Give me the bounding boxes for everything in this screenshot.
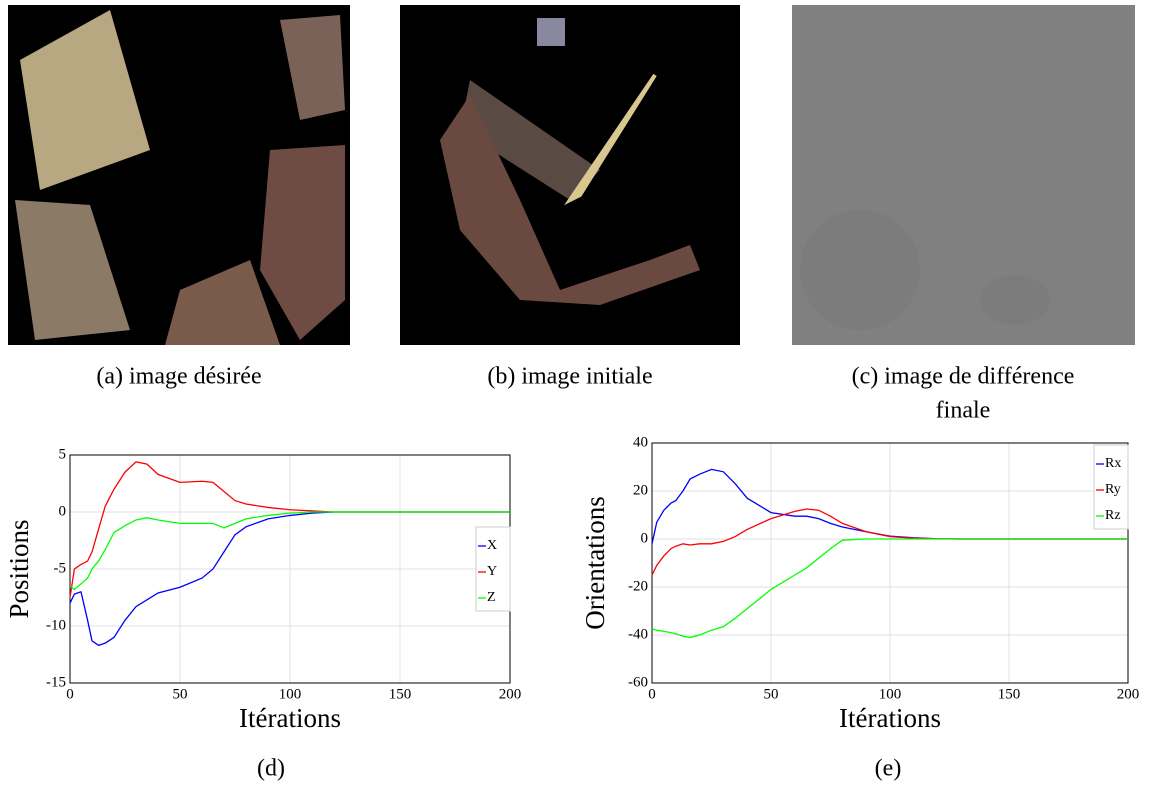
caption: (c) image de différence [852,364,1075,390]
caption: (e) [875,756,902,782]
line-series [69,511,510,591]
y-tick-label: 5 [59,446,67,462]
caption: (a) image désirée [96,364,261,390]
caption: (d) [257,756,285,782]
line-series [651,508,1128,576]
y-tick-label: 40 [633,434,648,450]
y-tick-label: 0 [641,530,649,546]
y-axis-label: Positions [4,519,34,618]
x-axis-label: Itérations [839,703,941,733]
legend-box [1093,444,1129,530]
y-tick-label: -40 [628,626,648,642]
legend-label: Rz [1105,508,1121,523]
x-tick-label: 100 [879,686,902,702]
x-tick-label: 0 [66,686,74,702]
image-c [792,5,1135,345]
y-axis-label: Orientations [580,496,610,629]
image-b [400,5,740,345]
legend-label: X [487,538,497,553]
x-tick-label: 0 [648,686,656,702]
x-tick-label: 150 [389,686,412,702]
line-series [69,511,510,647]
line-series [69,461,510,598]
x-tick-label: 200 [1117,686,1140,702]
y-tick-label: 20 [633,482,648,498]
caption: (b) image initiale [487,364,652,390]
y-tick-label: -20 [628,578,648,594]
x-axis-label: Itérations [239,703,341,733]
y-tick-label: -5 [54,560,67,576]
x-tick-label: 50 [764,686,779,702]
x-tick-label: 50 [173,686,188,702]
image-a [8,5,350,345]
x-tick-label: 150 [998,686,1021,702]
legend-label: Ry [1105,482,1121,497]
x-tick-label: 200 [499,686,522,702]
y-tick-label: -15 [46,674,66,690]
y-tick-label: 0 [59,503,67,519]
axes-box [651,442,1129,684]
legend-label: Rx [1105,456,1121,471]
legend-label: Y [487,564,497,579]
y-tick-label: -60 [628,674,648,690]
legend-box [475,526,511,612]
x-tick-label: 100 [279,686,302,702]
caption: finale [936,398,991,424]
line-series [651,538,1128,639]
y-tick-label: -10 [46,617,66,633]
legend-label: Z [487,590,496,605]
